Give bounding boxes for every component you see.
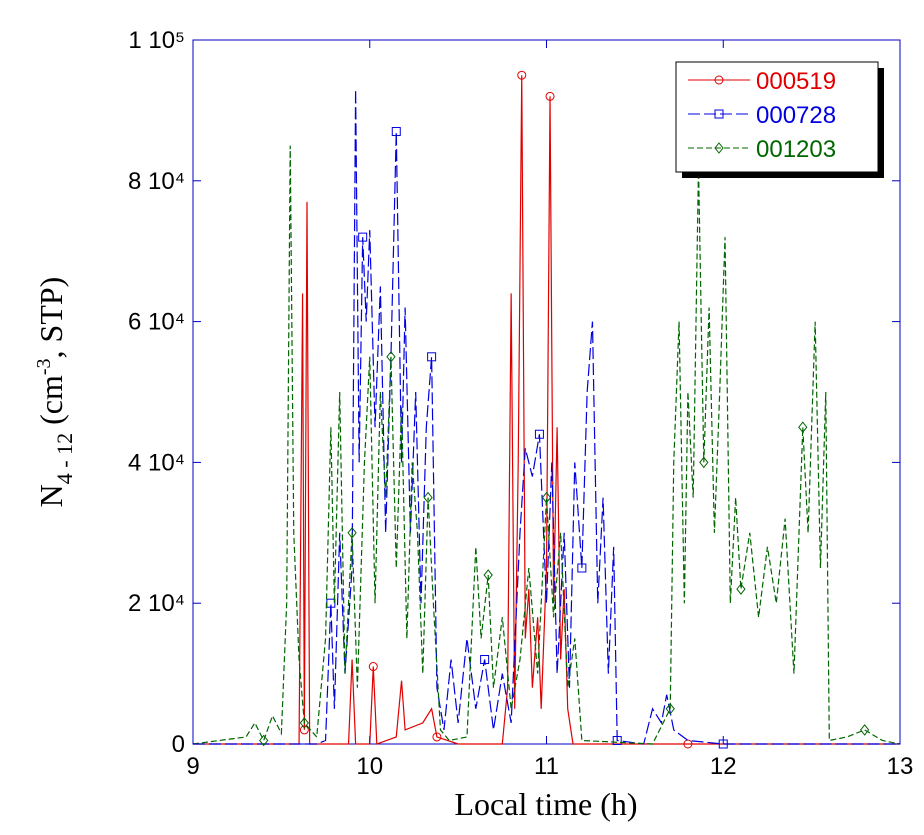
y-title-close: , STP) [33, 277, 69, 359]
marker [665, 702, 675, 715]
marker [483, 569, 493, 581]
marker [432, 732, 442, 742]
x-tick-label: 12 [710, 753, 737, 780]
y-title-sub: 4 - 12 [52, 433, 77, 484]
series-line [193, 89, 900, 745]
marker [427, 352, 437, 362]
marker [347, 526, 357, 539]
marker [299, 725, 309, 735]
y-tick-label: 8 10⁴ [128, 168, 185, 195]
x-axis-title: Local time (h) [454, 786, 637, 822]
series-line [192, 145, 901, 745]
x-tick-label: 10 [356, 753, 383, 780]
marker [368, 662, 378, 672]
marker [391, 127, 401, 137]
marker [534, 429, 544, 439]
marker [798, 421, 808, 434]
marker [358, 232, 368, 242]
x-tick-label: 13 [887, 753, 914, 780]
marker [699, 456, 709, 469]
legend-label: 000728 [756, 102, 836, 129]
legend-label: 000519 [756, 68, 836, 95]
y-tick-label: 2 10⁴ [128, 590, 185, 617]
y-title-open: (cm [33, 375, 69, 433]
y-tick-label: 6 10⁴ [128, 309, 185, 336]
plot-area [192, 70, 901, 749]
marker [577, 563, 587, 573]
y-tick-label: 0 [172, 731, 185, 758]
marker [714, 142, 724, 154]
y-title-main: N [33, 484, 69, 507]
legend: 000519 000728 001203 [675, 61, 884, 178]
marker [541, 491, 552, 504]
marker [714, 109, 724, 119]
y-tick-label: 4 10⁴ [128, 449, 185, 476]
x-tick-label: 9 [186, 753, 199, 780]
marker [545, 91, 555, 101]
marker [736, 583, 746, 595]
marker [714, 75, 724, 85]
y-tick-label: 1 10⁵ [128, 27, 185, 54]
marker [480, 655, 490, 665]
marker [612, 735, 622, 745]
y-title-sup: -3 [33, 358, 55, 375]
marker [517, 70, 527, 80]
marker [299, 717, 309, 729]
y-axis-title: N4 - 12 (cm-3, STP) [33, 277, 77, 508]
series-line [193, 75, 900, 745]
marker [259, 734, 269, 747]
marker [423, 491, 433, 504]
marker [683, 739, 693, 749]
marker [386, 350, 396, 363]
x-tick-label: 11 [534, 753, 559, 780]
marker [860, 724, 870, 736]
legend-label: 001203 [756, 136, 836, 163]
